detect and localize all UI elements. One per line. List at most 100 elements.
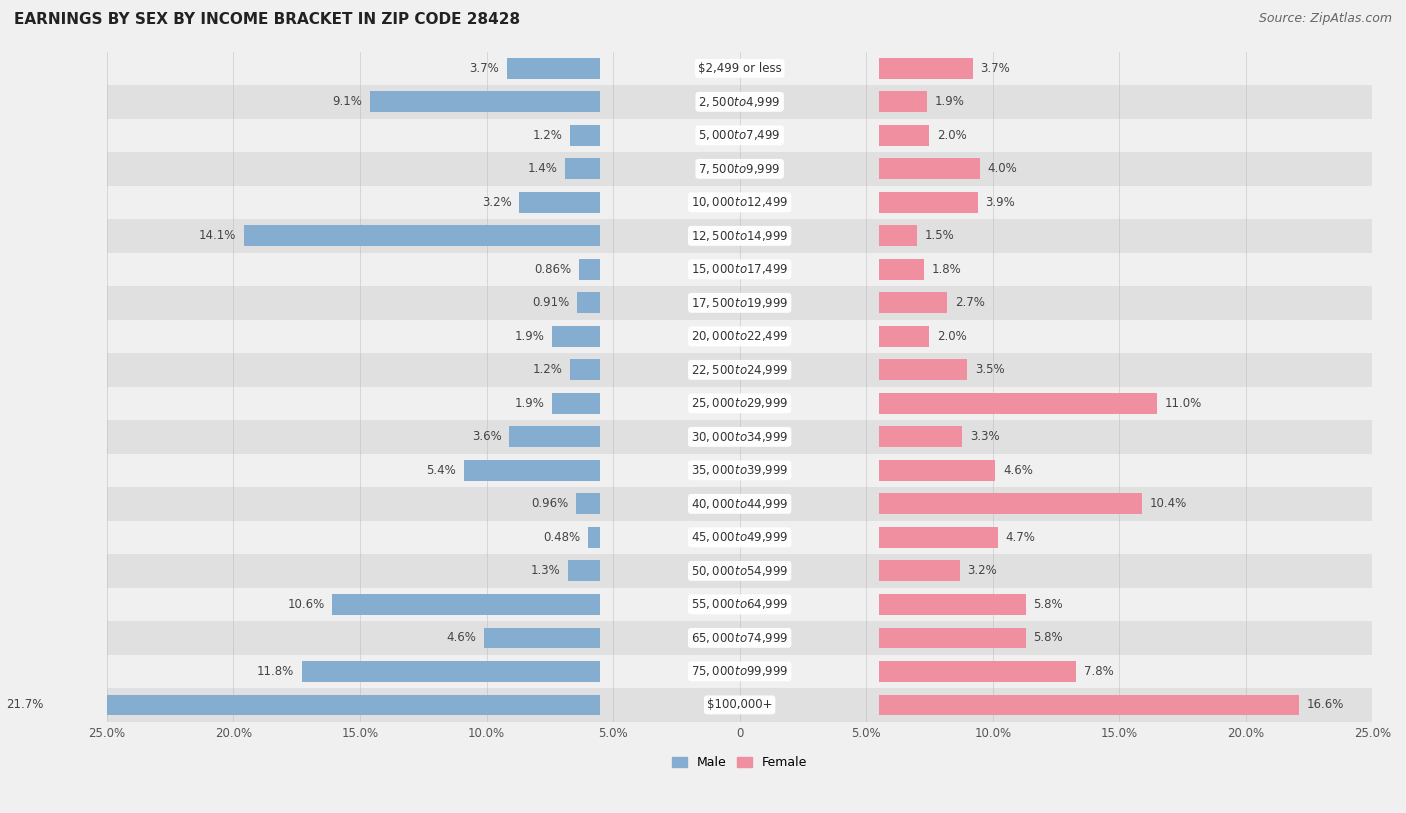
Bar (107, 688, 1372, 722)
Bar (879, 225, 917, 246)
Text: 0.96%: 0.96% (531, 498, 568, 511)
Text: 1.9%: 1.9% (935, 95, 965, 108)
Bar (484, 628, 600, 648)
Bar (568, 560, 600, 581)
Bar (107, 420, 1372, 454)
Text: 3.2%: 3.2% (967, 564, 997, 577)
Bar (107, 487, 1372, 520)
Bar (107, 51, 1372, 85)
Text: 4.6%: 4.6% (447, 632, 477, 645)
Text: 1.5%: 1.5% (924, 229, 955, 242)
Text: $22,500 to $24,999: $22,500 to $24,999 (690, 363, 789, 377)
Bar (107, 454, 1372, 487)
Text: $12,500 to $14,999: $12,500 to $14,999 (690, 228, 789, 243)
Bar (51, 694, 600, 715)
Bar (107, 554, 1372, 588)
Bar (569, 359, 600, 380)
Text: 10.6%: 10.6% (287, 598, 325, 611)
Text: 1.2%: 1.2% (533, 363, 562, 376)
Bar (879, 192, 977, 213)
Text: $10,000 to $12,499: $10,000 to $12,499 (690, 195, 789, 210)
Bar (879, 694, 1299, 715)
Text: $35,000 to $39,999: $35,000 to $39,999 (690, 463, 789, 477)
Text: 5.8%: 5.8% (1033, 598, 1063, 611)
Text: 0.91%: 0.91% (533, 297, 569, 310)
Text: 1.3%: 1.3% (530, 564, 560, 577)
Bar (588, 527, 600, 548)
Bar (553, 393, 600, 414)
Bar (107, 654, 1372, 688)
Bar (107, 119, 1372, 152)
Text: 2.7%: 2.7% (955, 297, 984, 310)
Text: $45,000 to $49,999: $45,000 to $49,999 (690, 530, 789, 545)
Text: 1.4%: 1.4% (527, 163, 557, 176)
Bar (464, 460, 600, 480)
Text: 11.8%: 11.8% (257, 665, 294, 678)
Text: $15,000 to $17,499: $15,000 to $17,499 (690, 263, 789, 276)
Text: 5.8%: 5.8% (1033, 632, 1063, 645)
Text: 5.4%: 5.4% (426, 464, 456, 477)
Bar (879, 393, 1157, 414)
Bar (879, 326, 929, 347)
Text: 4.0%: 4.0% (987, 163, 1018, 176)
Text: 7.8%: 7.8% (1084, 665, 1114, 678)
Text: $40,000 to $44,999: $40,000 to $44,999 (690, 497, 789, 511)
Bar (107, 253, 1372, 286)
Text: $7,500 to $9,999: $7,500 to $9,999 (699, 162, 780, 176)
Bar (519, 192, 600, 213)
Bar (107, 185, 1372, 219)
Bar (107, 353, 1372, 387)
Text: 2.0%: 2.0% (936, 330, 967, 343)
Text: $55,000 to $64,999: $55,000 to $64,999 (690, 598, 789, 611)
Text: $2,499 or less: $2,499 or less (697, 62, 782, 75)
Text: 9.1%: 9.1% (333, 95, 363, 108)
Bar (879, 560, 960, 581)
Text: 1.9%: 1.9% (515, 397, 544, 410)
Text: 0.48%: 0.48% (544, 531, 581, 544)
Bar (879, 661, 1076, 682)
Text: $30,000 to $34,999: $30,000 to $34,999 (690, 430, 789, 444)
Bar (243, 225, 600, 246)
Bar (879, 628, 1025, 648)
Text: 10.4%: 10.4% (1150, 498, 1187, 511)
Text: 4.7%: 4.7% (1005, 531, 1035, 544)
Text: 3.9%: 3.9% (986, 196, 1015, 209)
Text: 11.0%: 11.0% (1166, 397, 1202, 410)
Text: $65,000 to $74,999: $65,000 to $74,999 (690, 631, 789, 645)
Bar (107, 286, 1372, 320)
Bar (107, 320, 1372, 353)
Text: $17,500 to $19,999: $17,500 to $19,999 (690, 296, 789, 310)
Bar (579, 259, 600, 280)
Bar (879, 460, 995, 480)
Bar (107, 85, 1372, 119)
Text: 4.6%: 4.6% (1002, 464, 1033, 477)
Text: 21.7%: 21.7% (6, 698, 44, 711)
Bar (553, 326, 600, 347)
Bar (879, 594, 1025, 615)
Text: 2.0%: 2.0% (936, 128, 967, 141)
Bar (107, 387, 1372, 420)
Bar (879, 159, 980, 179)
Bar (879, 293, 948, 313)
Bar (332, 594, 600, 615)
Bar (509, 427, 600, 447)
Text: $100,000+: $100,000+ (707, 698, 772, 711)
Text: $75,000 to $99,999: $75,000 to $99,999 (690, 664, 789, 678)
Bar (107, 219, 1372, 253)
Text: 3.3%: 3.3% (970, 430, 1000, 443)
Bar (879, 58, 973, 79)
Text: Source: ZipAtlas.com: Source: ZipAtlas.com (1258, 12, 1392, 25)
Text: 3.5%: 3.5% (974, 363, 1005, 376)
Text: 16.6%: 16.6% (1306, 698, 1344, 711)
Text: $20,000 to $22,499: $20,000 to $22,499 (690, 329, 789, 343)
Text: 3.2%: 3.2% (482, 196, 512, 209)
Text: 1.2%: 1.2% (533, 128, 562, 141)
Bar (879, 125, 929, 146)
Text: 0.86%: 0.86% (534, 263, 571, 276)
Bar (879, 91, 927, 112)
Text: 1.9%: 1.9% (515, 330, 544, 343)
Bar (879, 527, 998, 548)
Text: 14.1%: 14.1% (198, 229, 236, 242)
Bar (879, 259, 924, 280)
Bar (370, 91, 600, 112)
